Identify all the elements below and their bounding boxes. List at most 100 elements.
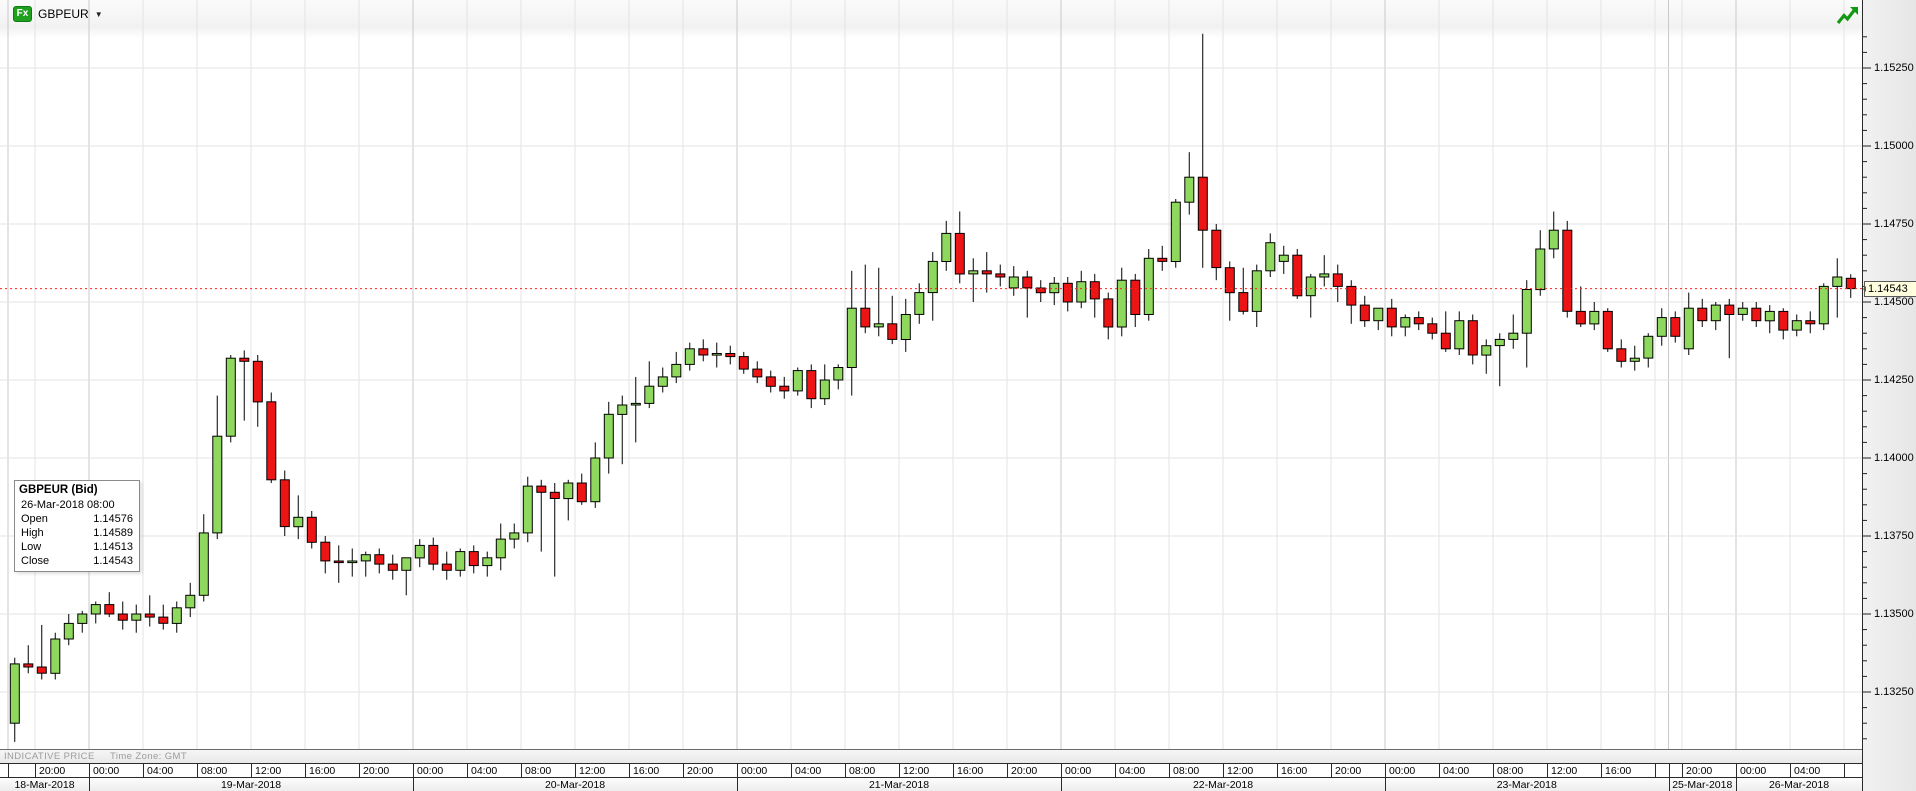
candle[interactable]: [1467, 314, 1478, 365]
candle[interactable]: [752, 361, 763, 384]
candle[interactable]: [792, 367, 803, 396]
candle[interactable]: [1818, 283, 1829, 331]
candle[interactable]: [468, 545, 479, 574]
candle[interactable]: [846, 270, 857, 396]
candle[interactable]: [23, 645, 34, 674]
candle[interactable]: [252, 355, 263, 427]
candle[interactable]: [1521, 280, 1532, 368]
candle[interactable]: [1791, 314, 1802, 337]
candle[interactable]: [995, 264, 1006, 287]
candle[interactable]: [1049, 277, 1060, 306]
candle[interactable]: [144, 595, 155, 627]
candle[interactable]: [1265, 233, 1276, 277]
candle[interactable]: [9, 657, 20, 742]
candle[interactable]: [1427, 317, 1438, 340]
candle[interactable]: [104, 592, 115, 618]
candle[interactable]: [158, 604, 169, 630]
candle[interactable]: [1305, 273, 1316, 318]
candle[interactable]: [1008, 266, 1019, 296]
candle[interactable]: [1332, 264, 1343, 302]
candle[interactable]: [1629, 345, 1640, 371]
candle[interactable]: [185, 582, 196, 618]
candle[interactable]: [981, 252, 992, 293]
candle[interactable]: [63, 614, 74, 646]
candle[interactable]: [1562, 220, 1573, 318]
candle[interactable]: [50, 632, 61, 680]
candle[interactable]: [1454, 311, 1465, 355]
candle[interactable]: [1602, 308, 1613, 352]
candle[interactable]: [1616, 339, 1627, 368]
candle[interactable]: [495, 523, 506, 571]
candle[interactable]: [644, 361, 655, 409]
candle[interactable]: [1224, 261, 1235, 321]
candle[interactable]: [806, 364, 817, 409]
candle[interactable]: [630, 376, 641, 443]
candle[interactable]: [401, 557, 412, 596]
candle[interactable]: [1076, 270, 1087, 309]
candle[interactable]: [387, 554, 398, 580]
realtime-trend-icon[interactable]: [1835, 6, 1859, 28]
candle[interactable]: [617, 395, 628, 465]
candle[interactable]: [482, 551, 493, 577]
candle[interactable]: [279, 470, 290, 537]
candle[interactable]: [536, 479, 547, 552]
candle[interactable]: [711, 342, 722, 368]
candle[interactable]: [765, 370, 776, 393]
candle[interactable]: [1535, 230, 1546, 296]
candle[interactable]: [671, 351, 682, 384]
candle[interactable]: [1575, 286, 1586, 327]
candle[interactable]: [1062, 277, 1073, 312]
candle[interactable]: [1440, 311, 1451, 352]
candle[interactable]: [590, 442, 601, 508]
candle[interactable]: [1589, 302, 1600, 331]
candle[interactable]: [1386, 298, 1397, 337]
candle[interactable]: [333, 545, 344, 583]
candle[interactable]: [1373, 307, 1384, 331]
candle[interactable]: [212, 395, 223, 540]
candle[interactable]: [1143, 249, 1154, 321]
candle[interactable]: [1724, 298, 1735, 359]
candle[interactable]: [1197, 33, 1208, 268]
candle[interactable]: [428, 537, 439, 571]
candle[interactable]: [509, 523, 520, 549]
candle[interactable]: [360, 551, 371, 577]
candle[interactable]: [36, 624, 47, 680]
candle[interactable]: [347, 548, 358, 577]
candle[interactable]: [927, 252, 938, 321]
candle[interactable]: [1130, 273, 1141, 327]
candle[interactable]: [1751, 302, 1762, 327]
candle[interactable]: [266, 392, 277, 484]
candle[interactable]: [1238, 267, 1249, 315]
candle[interactable]: [225, 355, 236, 443]
symbol-selector-dropdown[interactable]: Fx GBPEUR ▼: [9, 5, 107, 23]
candle[interactable]: [131, 604, 142, 633]
candle[interactable]: [1656, 308, 1667, 346]
candle[interactable]: [819, 364, 830, 405]
candle[interactable]: [1035, 280, 1046, 302]
candle[interactable]: [441, 551, 452, 580]
candle[interactable]: [968, 258, 979, 302]
candle[interactable]: [1481, 339, 1492, 374]
candle[interactable]: [1494, 333, 1505, 387]
candle[interactable]: [90, 601, 101, 624]
candle[interactable]: [1400, 314, 1411, 337]
candle[interactable]: [698, 339, 709, 362]
candle[interactable]: [171, 601, 182, 633]
candle[interactable]: [1413, 311, 1424, 331]
candle[interactable]: [77, 610, 88, 633]
candle[interactable]: [1346, 280, 1357, 324]
candle[interactable]: [1184, 152, 1195, 215]
candle[interactable]: [1845, 274, 1856, 298]
candle[interactable]: [860, 264, 871, 334]
candle[interactable]: [833, 364, 844, 390]
candle[interactable]: [1710, 302, 1721, 331]
candle[interactable]: [954, 211, 965, 284]
candle[interactable]: [414, 539, 425, 568]
candle[interactable]: [549, 483, 560, 577]
candle[interactable]: [117, 601, 128, 630]
candle[interactable]: [1116, 267, 1127, 337]
candle[interactable]: [239, 350, 250, 421]
candle[interactable]: [1670, 311, 1681, 343]
candle[interactable]: [198, 514, 209, 602]
candle[interactable]: [455, 548, 466, 577]
